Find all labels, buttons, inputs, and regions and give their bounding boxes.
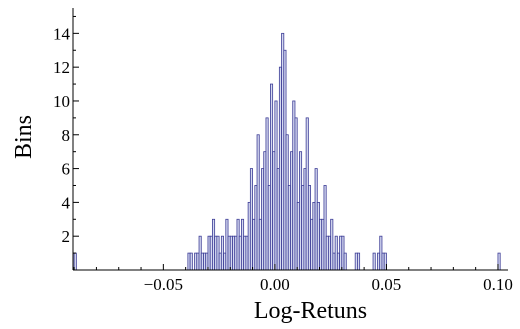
y-tick-label: 10 — [53, 92, 70, 111]
y-tick-label: 4 — [62, 193, 71, 212]
x-tick-label: 0.05 — [372, 275, 402, 294]
y-axis-title: Bins — [11, 115, 37, 159]
y-tick-label: 2 — [62, 227, 71, 246]
labels-layer: −0.05 0.00 0.05 0.10 2 4 6 8 10 12 14 — [53, 24, 513, 294]
histogram-bar — [189, 252, 193, 271]
histogram-bar — [343, 252, 347, 271]
x-tick-label: 0.00 — [260, 275, 290, 294]
histogram-bar — [357, 252, 361, 271]
axes-layer — [72, 8, 508, 271]
y-tick-label: 14 — [53, 24, 71, 43]
x-tick-label: 0.10 — [483, 275, 513, 294]
y-tick-label: 8 — [62, 126, 71, 145]
y-tick-label: 6 — [62, 160, 71, 179]
bars-layer — [73, 32, 501, 271]
x-axis-title: Log-Retuns — [254, 298, 367, 324]
ticks-layer — [73, 15, 499, 270]
y-tick-label: 12 — [53, 58, 70, 77]
histogram-bar — [372, 252, 376, 271]
x-tick-label: −0.05 — [144, 275, 183, 294]
